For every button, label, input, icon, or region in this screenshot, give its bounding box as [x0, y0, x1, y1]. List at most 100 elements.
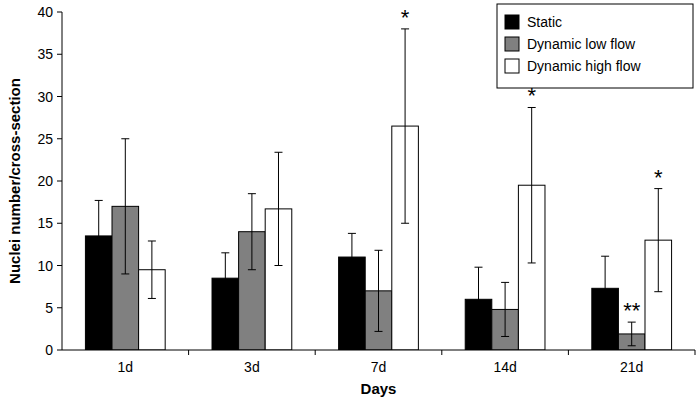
error-bar [654, 189, 662, 292]
error-bar [348, 233, 356, 280]
x-axis-label: Days [361, 380, 397, 397]
y-tick [57, 12, 62, 13]
chart: 0510152025303540*****1d3d7d14d21dDaysNuc… [0, 0, 700, 418]
error-bar [95, 200, 103, 271]
error-cap [121, 138, 129, 139]
error-cap [148, 240, 156, 241]
y-tick [57, 96, 62, 97]
error-cap [475, 331, 483, 332]
error-stem [251, 194, 252, 270]
error-cap [95, 200, 103, 201]
x-tick-label: 3d [244, 359, 260, 375]
error-stem [478, 267, 479, 331]
y-tick-label: 5 [45, 300, 53, 316]
significance-annotation: * [401, 5, 410, 30]
error-cap [501, 336, 509, 337]
legend-label: Static [527, 14, 562, 30]
y-tick-label: 30 [37, 89, 53, 105]
error-stem [405, 29, 406, 223]
y-tick [57, 307, 62, 308]
error-bar [601, 256, 609, 320]
y-tick-label: 15 [37, 215, 53, 231]
error-cap [95, 271, 103, 272]
y-axis [62, 12, 63, 350]
error-stem [505, 282, 506, 336]
error-bar [401, 29, 409, 223]
legend-label: Dynamic high flow [527, 58, 641, 74]
x-tick [441, 350, 442, 355]
error-cap [221, 303, 229, 304]
x-tick-label: 14d [493, 359, 516, 375]
error-cap [475, 267, 483, 268]
error-cap [248, 269, 256, 270]
x-tick-label: 1d [118, 359, 134, 375]
y-tick-label: 25 [37, 131, 53, 147]
y-tick [57, 223, 62, 224]
y-tick [57, 350, 62, 351]
legend-swatch [505, 59, 519, 73]
error-stem [225, 253, 226, 304]
x-tick [315, 350, 316, 355]
y-tick [57, 138, 62, 139]
y-tick [57, 181, 62, 182]
error-stem [658, 189, 659, 292]
error-cap [221, 252, 229, 253]
y-tick [57, 265, 62, 266]
error-cap [401, 223, 409, 224]
error-cap [348, 280, 356, 281]
error-stem [351, 233, 352, 280]
error-bar [528, 107, 536, 262]
error-stem [151, 241, 152, 298]
y-tick-label: 0 [45, 342, 53, 358]
x-axis [62, 350, 695, 351]
x-tick-label: 21d [620, 359, 643, 375]
error-cap [148, 298, 156, 299]
y-tick-label: 20 [37, 173, 53, 189]
significance-annotation: * [654, 165, 663, 190]
error-stem [98, 200, 99, 271]
error-bar [221, 253, 229, 304]
legend-swatch [505, 15, 519, 29]
x-tick-label: 7d [371, 359, 387, 375]
error-stem [378, 250, 379, 331]
x-tick [188, 350, 189, 355]
error-cap [121, 273, 129, 274]
error-bar [121, 139, 129, 274]
error-cap [274, 152, 282, 153]
error-stem [278, 152, 279, 265]
x-tick [568, 350, 569, 355]
error-cap [528, 262, 536, 263]
error-bar [148, 241, 156, 298]
error-cap [248, 193, 256, 194]
error-stem [125, 139, 126, 274]
error-stem [631, 322, 632, 346]
error-bar [475, 267, 483, 331]
x-tick [695, 350, 696, 355]
error-bar [375, 250, 383, 331]
error-cap [375, 331, 383, 332]
error-cap [628, 345, 636, 346]
error-bar [628, 322, 636, 346]
legend-swatch [505, 37, 519, 51]
y-tick-label: 40 [37, 4, 53, 20]
error-bar [248, 194, 256, 270]
y-tick-label: 10 [37, 258, 53, 274]
error-cap [375, 250, 383, 251]
legend-box [497, 4, 693, 88]
error-bar [274, 152, 282, 265]
error-cap [348, 233, 356, 234]
y-tick [57, 54, 62, 55]
error-stem [605, 256, 606, 320]
y-tick-label: 35 [37, 46, 53, 62]
legend: Static Dynamic low flow Dynamic high flow [497, 4, 693, 88]
error-stem [531, 107, 532, 262]
significance-annotation: ** [623, 298, 641, 323]
error-cap [601, 320, 609, 321]
y-axis-label: Nuclei number/cross-section [6, 78, 23, 284]
error-cap [601, 256, 609, 257]
error-cap [654, 291, 662, 292]
legend-label: Dynamic low flow [527, 36, 636, 52]
error-bar [501, 282, 509, 336]
error-cap [274, 265, 282, 266]
error-cap [501, 282, 509, 283]
